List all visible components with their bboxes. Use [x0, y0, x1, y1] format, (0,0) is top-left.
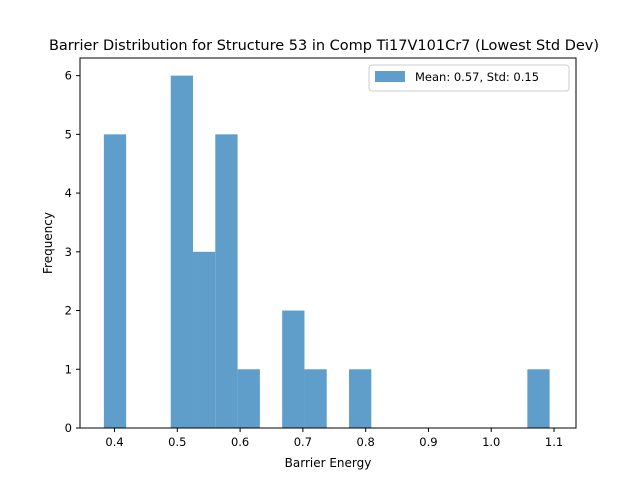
histogram-bar-8 [527, 369, 550, 428]
x-tick-label: 0.6 [231, 435, 249, 449]
y-tick-label: 0 [65, 421, 72, 435]
legend: Mean: 0.57, Std: 0.15 [368, 64, 570, 92]
y-tick-label: 2 [65, 304, 72, 318]
histogram-bar-2 [193, 251, 216, 428]
x-tick-label: 0.4 [105, 435, 123, 449]
x-axis-ticks: 0.4 0.5 0.6 0.7 0.8 0.9 1.0 1.1 [105, 428, 563, 449]
y-tick-label: 6 [65, 69, 72, 83]
histogram-bar-3 [215, 134, 238, 428]
y-tick-label: 3 [65, 245, 72, 259]
legend-label: Mean: 0.57, Std: 0.15 [415, 70, 539, 84]
y-axis-ticks: 0 1 2 3 4 5 6 [65, 69, 80, 435]
y-tick-label: 5 [65, 127, 72, 141]
histogram-bar-6 [304, 369, 327, 428]
y-tick-label: 1 [65, 362, 72, 376]
chart-title: Barrier Distribution for Structure 53 in… [49, 38, 599, 54]
x-tick-label: 1.1 [545, 435, 563, 449]
bars-layer [103, 75, 550, 428]
legend-box [368, 64, 570, 92]
histogram-bar-7 [349, 369, 372, 428]
x-tick-label: 1.0 [482, 435, 500, 449]
x-tick-label: 0.5 [168, 435, 186, 449]
histogram-bar-1 [170, 75, 194, 428]
x-tick-label: 0.9 [419, 435, 437, 449]
y-tick-label: 4 [65, 186, 72, 200]
histogram-bar-5 [282, 310, 305, 428]
x-tick-label: 0.8 [357, 435, 375, 449]
legend-swatch [375, 71, 405, 82]
x-axis-label: Barrier Energy [285, 456, 372, 470]
y-axis-label: Frequency [41, 212, 55, 274]
x-tick-label: 0.7 [294, 435, 312, 449]
histogram-bar-4 [237, 369, 260, 428]
histogram-bar-0 [103, 134, 127, 428]
plot-frame [79, 57, 577, 429]
